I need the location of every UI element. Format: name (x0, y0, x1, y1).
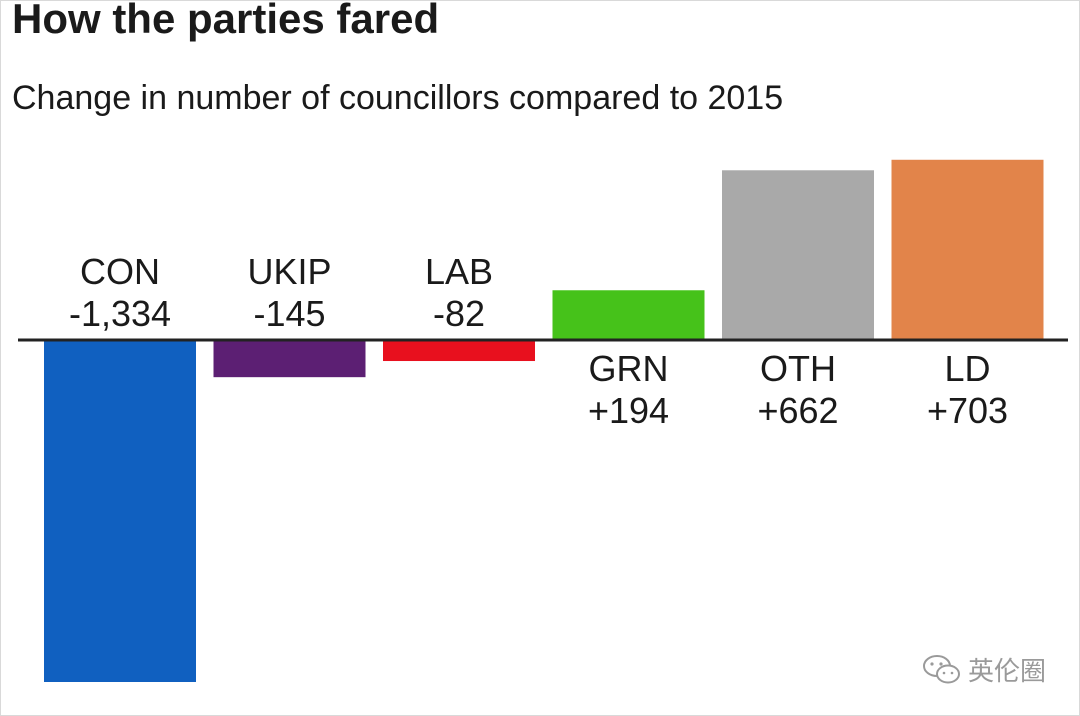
category-label-ld: LD (944, 348, 990, 389)
bar-lab (383, 340, 535, 362)
bar-con (44, 340, 196, 682)
watermark-text: 英伦圈 (967, 656, 1046, 686)
chart-title: How the parties fared (12, 0, 440, 42)
category-label-con: CON (80, 251, 160, 292)
value-label-grn: +194 (588, 390, 669, 431)
value-label-lab: -82 (433, 293, 485, 334)
bar-oth (722, 170, 874, 340)
bar-ukip (213, 340, 366, 378)
watermark: 英伦圈 (922, 651, 1046, 688)
value-label-ukip: -145 (253, 293, 325, 334)
category-label-ukip: UKIP (247, 251, 331, 292)
category-label-grn: GRN (589, 348, 669, 389)
category-label-oth: OTH (760, 348, 836, 389)
wechat-icon (922, 653, 962, 687)
chart-subtitle: Change in number of councillors compared… (12, 79, 784, 117)
value-label-ld: +703 (927, 390, 1008, 431)
bar-grn (552, 290, 705, 340)
value-label-oth: +662 (757, 390, 838, 431)
value-label-con: -1,334 (69, 293, 171, 334)
bar-ld (891, 159, 1044, 340)
category-label-lab: LAB (425, 251, 493, 292)
